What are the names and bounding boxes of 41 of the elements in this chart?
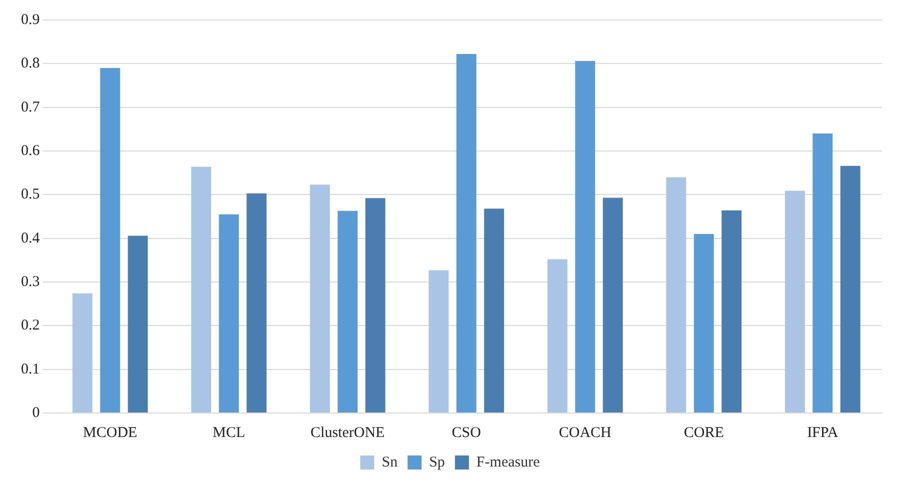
x-tick-label: MCL: [212, 424, 246, 441]
legend-label: Sp: [429, 454, 445, 470]
y-tick-label: 0.6: [21, 142, 40, 159]
bar: [72, 293, 92, 412]
x-tick-label: CSO: [452, 424, 482, 441]
y-tick-label: 0.8: [21, 56, 40, 72]
bar: [547, 259, 568, 412]
bar: [602, 198, 623, 412]
y-tick-label: 0.5: [21, 186, 40, 203]
y-tick-label: 0: [32, 404, 40, 421]
x-tick-label: COACH: [558, 424, 612, 441]
legend-label: Sn: [382, 454, 398, 470]
bar: [128, 236, 148, 412]
x-tick-label: CORE: [684, 424, 724, 441]
legend-label: F-measure: [476, 454, 540, 470]
y-tick-label: 0.2: [21, 318, 40, 334]
bar: [484, 208, 504, 412]
bar: [666, 177, 686, 412]
bar: [428, 270, 449, 412]
y-tick-label: 0.1: [21, 361, 40, 378]
bar: [722, 210, 742, 412]
bar: [218, 214, 239, 412]
y-tick-label: 0.4: [21, 230, 40, 246]
bar: [100, 68, 120, 412]
bar: [694, 234, 714, 412]
bar: [784, 190, 805, 412]
bar: [456, 54, 476, 412]
bar: [575, 61, 596, 412]
bar: [246, 193, 267, 412]
bar: [812, 134, 833, 412]
bar: [338, 210, 358, 412]
x-tick-label: ClusterONE: [310, 424, 385, 441]
bar: [310, 184, 330, 412]
x-tick-label: IFPA: [807, 424, 838, 441]
bar: [191, 166, 212, 412]
y-tick-label: 0.7: [21, 99, 40, 116]
y-tick-label: 0.3: [21, 274, 40, 290]
bar: [840, 166, 860, 412]
bar: [365, 198, 386, 412]
y-tick-label: 0.9: [21, 12, 40, 28]
x-tick-label: MCODE: [83, 424, 138, 441]
